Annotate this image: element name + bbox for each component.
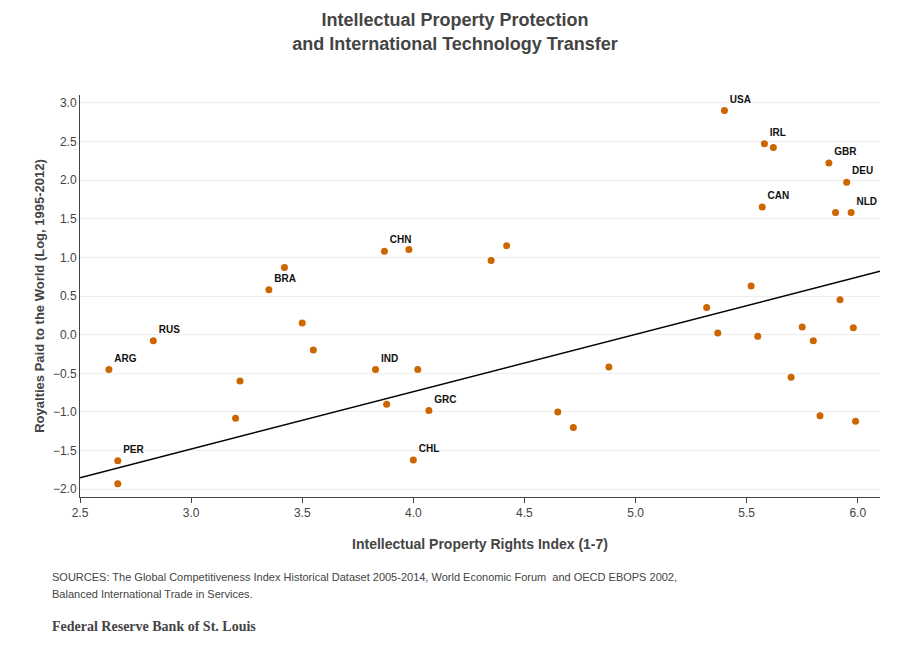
svg-text:3.0: 3.0: [183, 506, 200, 520]
svg-text:USA: USA: [730, 94, 751, 105]
svg-text:1.5: 1.5: [60, 212, 77, 226]
svg-text:CAN: CAN: [768, 190, 790, 201]
svg-text:3.0: 3.0: [60, 96, 77, 110]
svg-text:Intellectual Property Rights I: Intellectual Property Rights Index (1-7): [352, 536, 608, 552]
svg-text:Intellectual Property Protecti: Intellectual Property Protectionand Inte…: [292, 10, 618, 53]
svg-text:4.0: 4.0: [405, 506, 422, 520]
svg-text:SOURCES: The Global Competitiv: SOURCES: The Global Competitiveness Inde…: [52, 571, 677, 583]
svg-text:Balanced International Trade i: Balanced International Trade in Services…: [52, 588, 253, 600]
svg-text:Federal Reserve Bank of St. Lo: Federal Reserve Bank of St. Louis: [52, 619, 256, 634]
svg-text:1.0: 1.0: [60, 251, 77, 265]
svg-text:2.0: 2.0: [60, 173, 77, 187]
svg-text:−1.5: −1.5: [53, 444, 77, 458]
svg-text:0.5: 0.5: [60, 289, 77, 303]
svg-text:6.0: 6.0: [849, 506, 866, 520]
svg-text:GBR: GBR: [834, 146, 857, 157]
svg-text:3.5: 3.5: [294, 506, 311, 520]
svg-text:IND: IND: [381, 353, 398, 364]
svg-text:−0.5: −0.5: [53, 367, 77, 381]
svg-text:Royalties Paid to the World (L: Royalties Paid to the World (Log, 1995-2…: [32, 159, 47, 433]
svg-text:5.5: 5.5: [738, 506, 755, 520]
svg-text:CHL: CHL: [419, 443, 440, 454]
svg-text:5.0: 5.0: [627, 506, 644, 520]
svg-text:DEU: DEU: [852, 165, 873, 176]
svg-text:NLD: NLD: [856, 196, 877, 207]
svg-text:4.5: 4.5: [516, 506, 533, 520]
svg-text:GRC: GRC: [434, 394, 456, 405]
svg-text:0.0: 0.0: [60, 328, 77, 342]
svg-text:PER: PER: [123, 444, 144, 455]
svg-text:2.5: 2.5: [72, 506, 89, 520]
svg-text:IRL: IRL: [770, 127, 786, 138]
svg-text:RUS: RUS: [159, 324, 180, 335]
svg-text:BRA: BRA: [274, 273, 296, 284]
svg-text:2.5: 2.5: [60, 135, 77, 149]
svg-text:−2.0: −2.0: [53, 482, 77, 496]
svg-text:−1.0: −1.0: [53, 405, 77, 419]
svg-text:ARG: ARG: [114, 353, 136, 364]
svg-text:CHN: CHN: [390, 234, 412, 245]
